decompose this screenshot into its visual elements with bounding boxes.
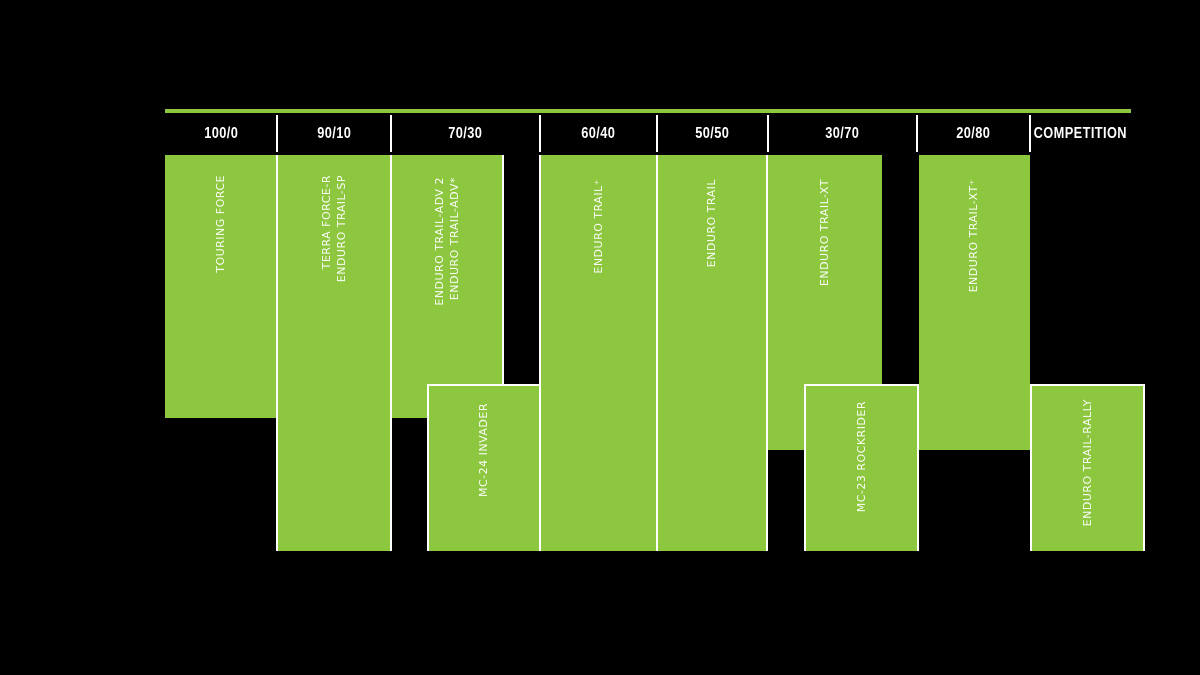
bar-label-enduro-trail-rally: ENDURO TRAIL-RALLY <box>1081 399 1094 527</box>
bar-border-left-mc-23 <box>804 384 806 551</box>
bar-divider <box>390 155 392 551</box>
bar-divider <box>502 155 504 386</box>
chart-top-accent-line <box>165 109 1131 113</box>
bar-label-terra-force-r: TERRA FORCE-R ENDURO TRAIL-SP <box>320 175 348 283</box>
column-header-label: 50/50 <box>695 124 730 142</box>
header-divider <box>656 115 658 152</box>
bar-terra-force-r: TERRA FORCE-R ENDURO TRAIL-SP <box>277 155 391 551</box>
bar-enduro-trail-rally: ENDURO TRAIL-RALLY <box>1031 385 1144 551</box>
bar-enduro-trail-plus: ENDURO TRAIL⁺ <box>540 155 657 551</box>
header-divider <box>390 115 392 152</box>
bar-enduro-trail-xt-plus: ENDURO TRAIL-XT⁺ <box>919 155 1030 450</box>
bar-border-left-rally <box>1030 384 1032 551</box>
bar-mc-23-rockrider: MC-23 ROCKRIDER <box>805 385 918 551</box>
bar-border-right-rally <box>1143 384 1145 551</box>
column-header-label: 100/0 <box>203 124 239 142</box>
bar-border-top-mc-23 <box>805 384 918 386</box>
bar-enduro-trail-adv: ENDURO TRAIL-ADV 2 ENDURO TRAIL-ADV* <box>391 155 503 418</box>
header-divider <box>276 115 278 152</box>
header-divider <box>539 115 541 152</box>
bar-divider <box>766 155 768 551</box>
column-header-label: COMPETITION <box>1033 124 1127 142</box>
bar-border-top-mc-24 <box>428 384 540 386</box>
column-header-label: 90/10 <box>316 124 352 142</box>
column-header-70-30: 70/30 <box>391 114 540 153</box>
column-header-90-10: 90/10 <box>277 114 391 153</box>
bar-mc-24-invader: MC-24 INVADER <box>428 385 540 551</box>
column-header-competition: COMPETITION <box>1030 114 1130 153</box>
header-divider <box>767 115 769 152</box>
column-header-label: 30/70 <box>825 124 860 142</box>
bar-divider <box>656 155 658 551</box>
column-header-50-50: 50/50 <box>657 114 768 153</box>
bar-label-enduro-trail: ENDURO TRAIL <box>705 179 718 268</box>
column-header-label: 60/40 <box>581 124 616 142</box>
bar-divider <box>276 155 278 551</box>
column-header-20-80: 20/80 <box>917 114 1030 153</box>
column-header-30-70: 30/70 <box>768 114 917 153</box>
column-header-100-0: 100/0 <box>165 114 277 153</box>
bar-label-mc-24-invader: MC-24 INVADER <box>477 403 490 498</box>
column-header-60-40: 60/40 <box>540 114 657 153</box>
bar-border-left-mc-24 <box>427 384 429 551</box>
bar-divider <box>539 155 541 551</box>
bar-label-mc-23-rockrider: MC-23 ROCKRIDER <box>855 401 868 513</box>
header-divider <box>916 115 918 152</box>
bar-label-touring-force: TOURING FORCE <box>214 175 227 273</box>
bar-label-enduro-trail-plus: ENDURO TRAIL⁺ <box>592 179 605 274</box>
column-header-label: 20/80 <box>956 124 991 142</box>
bar-enduro-trail: ENDURO TRAIL <box>657 155 766 551</box>
bar-touring-force: TOURING FORCE <box>165 155 277 418</box>
column-header-label: 70/30 <box>448 124 483 142</box>
bar-border-top-rally <box>1031 384 1144 386</box>
bar-label-enduro-trail-xt-plus: ENDURO TRAIL-XT⁺ <box>967 179 980 293</box>
header-divider <box>1029 115 1031 152</box>
bar-border-right-mc-23 <box>917 384 919 551</box>
